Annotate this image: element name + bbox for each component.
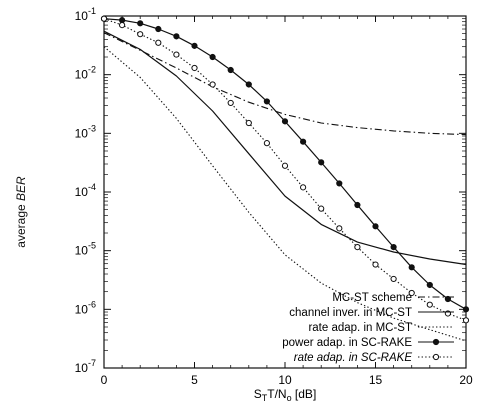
data-point [263,98,270,105]
data-point [444,295,451,303]
y-tick-label: 10-7 [75,358,96,375]
data-point [426,281,433,289]
data-point [372,223,379,230]
data-point [462,317,470,324]
legend-label: rate adap. in SC-RAKE [294,352,413,364]
data-point [281,118,289,125]
data-point [173,33,180,40]
data-point [390,244,397,251]
data-point [191,64,198,72]
x-axis-label: STT/No [dB] [254,387,317,403]
axis-ticks: 0 5 10 15 20 10-1 10-2 10-3 10-4 10-5 10-6 10-7 [75,6,473,387]
y-tick-label: 10-4 [75,182,96,199]
y-tick-label: 10-6 [75,299,96,316]
data-point [155,39,162,46]
data-point [227,99,234,107]
y-tick-label: 10-3 [75,123,96,140]
x-tick-label: 10 [278,373,292,387]
data-point [227,66,234,74]
data-point [354,244,361,251]
legend-label: power adap. in SC-RAKE [282,337,412,349]
data-point [318,205,325,212]
legend-label: channel inver. in MC-ST [289,307,412,319]
series-line [103,18,467,321]
data-point [100,15,108,22]
data-point [372,261,379,268]
legend-label: rate adap. in MC-ST [308,322,412,334]
data-point [408,289,415,297]
data-point [390,275,397,283]
x-tick-label: 15 [369,373,383,387]
data-point [281,162,289,169]
data-point [336,180,343,187]
x-tick-label: 20 [459,373,473,387]
series-line [103,46,467,342]
series-5 [100,15,470,324]
series-1 [103,32,467,136]
data-point [191,42,198,49]
data-point [462,306,470,313]
legend-label: MC-ST scheme [332,292,412,304]
legend-marker [432,353,440,361]
y-tick-label: 10-2 [75,65,96,82]
data-point [426,301,433,308]
data-point [173,51,180,58]
data-series [100,15,470,342]
data-point [336,225,343,232]
data-point [354,201,361,209]
legend-marker [432,338,440,346]
series-2 [103,30,467,266]
x-tick-label: 5 [191,373,198,387]
data-point [209,53,216,61]
y-tick-label: 10-5 [75,241,96,258]
legend: MC-ST scheme channel inver. in MC-ST rate … [282,292,454,364]
data-point [300,184,307,191]
data-point [300,138,307,145]
y-tick-label: 10-1 [75,6,96,23]
data-point [408,264,415,271]
data-point [137,20,144,27]
data-point [137,31,144,38]
data-point [245,119,252,127]
series-line [103,32,467,136]
data-point [245,81,252,88]
series-4 [100,15,470,313]
x-tick-label: 0 [101,373,108,387]
data-point [263,140,270,147]
data-point [318,159,325,166]
series-line [103,30,467,266]
series-3 [103,46,467,342]
data-point [119,21,126,29]
data-point [155,25,162,33]
data-point [209,81,216,88]
data-point [119,17,126,24]
